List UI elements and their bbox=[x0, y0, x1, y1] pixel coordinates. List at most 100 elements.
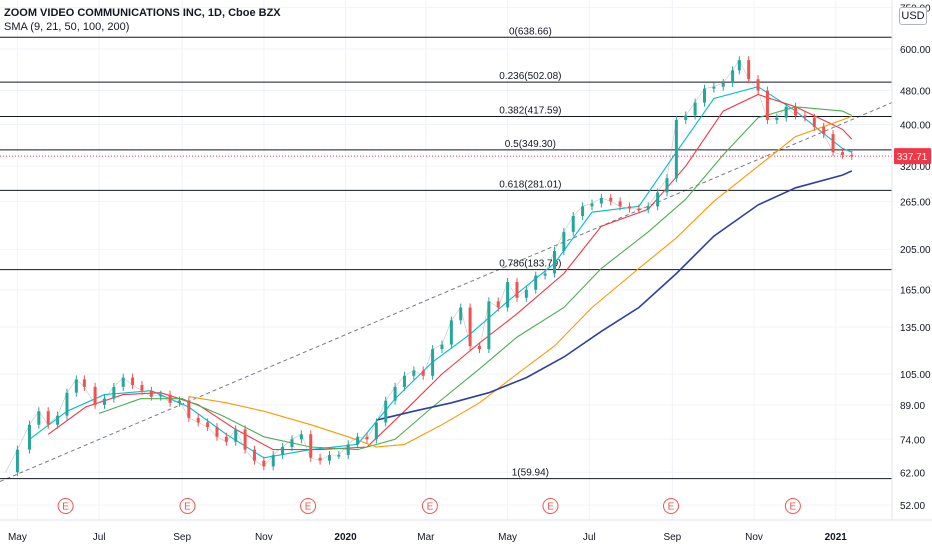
price-candle bbox=[627, 206, 631, 209]
price-candle bbox=[850, 154, 854, 157]
price-candle bbox=[506, 281, 510, 308]
price-candle bbox=[243, 429, 247, 450]
sma-line-3 bbox=[98, 106, 853, 451]
last-price-badge bbox=[894, 148, 931, 165]
price-axis-tick-label: 165.00 bbox=[900, 286, 931, 297]
price-candle bbox=[775, 117, 779, 120]
price-candle bbox=[803, 115, 807, 118]
earnings-marker-label: E bbox=[427, 502, 434, 513]
price-candle bbox=[449, 320, 453, 345]
price-candle bbox=[196, 417, 200, 423]
earnings-marker-label: E bbox=[184, 502, 191, 513]
price-axis-tick-label: 74.00 bbox=[900, 435, 925, 446]
earnings-marker-circle bbox=[663, 498, 680, 514]
price-candle bbox=[262, 460, 266, 467]
earnings-marker-circle bbox=[784, 498, 801, 514]
price-candle bbox=[224, 436, 228, 442]
price-axis-tick-label: 400.00 bbox=[900, 121, 931, 132]
price-candle bbox=[46, 411, 50, 425]
price-candle bbox=[384, 400, 388, 423]
time-axis-tick-label: Sep bbox=[173, 532, 191, 543]
price-candle bbox=[299, 434, 303, 440]
price-candle bbox=[412, 370, 416, 376]
price-candle bbox=[637, 208, 641, 211]
indicator-legend[interactable]: SMA (9, 21, 50, 100, 200) bbox=[4, 21, 130, 33]
price-candle bbox=[159, 394, 163, 397]
price-candle bbox=[131, 377, 135, 385]
price-candle bbox=[121, 377, 125, 387]
price-candle bbox=[599, 197, 603, 204]
price-candle bbox=[102, 398, 106, 405]
price-candle bbox=[665, 178, 669, 193]
fibonacci-retracement[interactable]: 0(638.66) 0.236(502.08) 0.382(417.59) 0.5(3… bbox=[0, 26, 892, 480]
price-candle bbox=[468, 307, 472, 347]
fib-level-label: 0(638.66) bbox=[509, 26, 552, 37]
currency-button[interactable]: USD bbox=[899, 7, 927, 25]
price-candle bbox=[65, 392, 69, 416]
price-candle bbox=[534, 275, 538, 290]
price-candle bbox=[112, 386, 116, 399]
price-candle bbox=[177, 400, 181, 403]
fib-level-label: 0.382(417.59) bbox=[499, 106, 561, 117]
price-candle bbox=[271, 455, 275, 467]
price-candle bbox=[168, 394, 172, 403]
earnings-marker-circle bbox=[300, 498, 317, 514]
time-axis-tick-label: Jul bbox=[583, 532, 596, 543]
price-candle bbox=[721, 82, 725, 87]
time-axis-tick-label: May bbox=[8, 532, 27, 543]
price-candle bbox=[356, 436, 360, 445]
price-candle bbox=[337, 455, 341, 457]
price-candle bbox=[794, 106, 798, 116]
price-candle bbox=[737, 60, 741, 71]
price-candle bbox=[731, 70, 735, 83]
price-axis-tick-label: 105.00 bbox=[900, 370, 931, 381]
price-candle bbox=[187, 400, 191, 418]
price-candle bbox=[15, 449, 19, 473]
chart-header: ZOOM VIDEO COMMUNICATIONS INC, 1D, Cboe … bbox=[4, 6, 281, 34]
price-candle bbox=[421, 370, 425, 376]
earnings-marker-label: E bbox=[305, 502, 312, 513]
price-candle bbox=[765, 90, 769, 120]
price-candle bbox=[309, 434, 313, 458]
fib-level-label: 0.618(281.01) bbox=[499, 179, 561, 190]
price-axis-tick-label: 135.00 bbox=[900, 323, 931, 334]
fib-level-label: 0.236(502.08) bbox=[499, 71, 561, 82]
sma-line-4 bbox=[188, 115, 852, 448]
earnings-marker-label: E bbox=[62, 502, 69, 513]
price-axis-tick-label: 89.00 bbox=[900, 401, 925, 412]
price-candle bbox=[590, 203, 594, 207]
price-candle bbox=[37, 411, 41, 425]
price-candle bbox=[496, 301, 500, 308]
fib-level-label: 0.5(349.30) bbox=[505, 139, 556, 150]
price-candle bbox=[252, 449, 256, 461]
price-candle bbox=[82, 379, 86, 387]
price-candle bbox=[318, 457, 322, 461]
price-candle bbox=[515, 281, 519, 298]
price-candle bbox=[27, 424, 31, 450]
price-candle bbox=[656, 192, 660, 207]
price-axis-tick-label: 62.00 bbox=[900, 468, 925, 479]
earnings-marker-circle bbox=[421, 498, 438, 514]
price-candle bbox=[581, 206, 585, 216]
time-axis-tick-label: Jul bbox=[93, 532, 106, 543]
price-candle bbox=[812, 117, 816, 127]
price-axis-tick-label: 265.00 bbox=[900, 197, 931, 208]
price-candle bbox=[831, 134, 835, 153]
price-candle bbox=[702, 88, 706, 103]
price-candle bbox=[374, 422, 378, 440]
price-candle bbox=[234, 429, 238, 442]
price-candle bbox=[674, 119, 678, 179]
time-axis-tick-label: 2020 bbox=[334, 532, 357, 543]
time-axis-tick-label: Mar bbox=[417, 532, 435, 543]
price-axis[interactable]: 52.00 62.00 74.00 89.00 105.00 135.00 165.00 20… bbox=[891, 0, 931, 520]
price-series bbox=[5, 56, 854, 477]
price-candle bbox=[215, 427, 219, 437]
time-axis[interactable]: May Jul Sep Nov 2020 Mar May Jul Sep Nov 2021 bbox=[0, 519, 932, 543]
price-candle bbox=[290, 439, 294, 447]
price-candle bbox=[609, 197, 613, 202]
price-candle bbox=[206, 422, 210, 428]
price-candle bbox=[393, 386, 397, 401]
trendline[interactable] bbox=[0, 102, 893, 482]
